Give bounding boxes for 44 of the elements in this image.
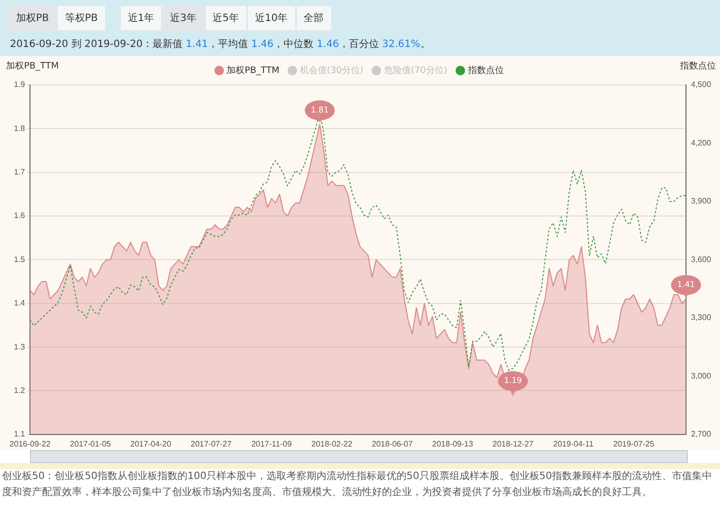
y-tick-label: 1.1 bbox=[14, 430, 26, 439]
text: 近1年 bbox=[120, 5, 162, 31]
annotation: 1.19 bbox=[504, 376, 522, 386]
text: 加权PB bbox=[8, 5, 57, 31]
legend-label: 指数点位 bbox=[466, 64, 504, 76]
x-tick-label: 2017-01-05 bbox=[70, 439, 112, 448]
y-tick-label: 1.4 bbox=[14, 298, 26, 308]
y2-axis-title: 指数点位 bbox=[679, 60, 716, 72]
y2-tick-label: 2,700 bbox=[691, 430, 712, 439]
x-tick-label: 2018-12-27 bbox=[492, 439, 534, 448]
y-tick-label: 1.3 bbox=[14, 342, 26, 352]
x-tick-label: 2018-09-13 bbox=[432, 439, 474, 448]
text: 创业板50：创业板50指数从创业板指数的100只样本股中，选取考察期内流动性指标最优的50只股票组成样本股。创业板50指数兼顾样本股的流动性、市值集中度和资产配置效率，样本股公司集中了创业板市场内知名度高、市值规模大、流动性好的企业，为投资者提供了分享创业板市场高成长的良好工具。 bbox=[2, 470, 713, 500]
y-tick-label: 1.7 bbox=[14, 168, 26, 177]
text: 近10年 bbox=[246, 5, 296, 31]
y-tick-label: 1.5 bbox=[14, 254, 26, 264]
x-tick-label: 2019-07-25 bbox=[613, 439, 655, 448]
y-tick-label: 1.6 bbox=[14, 211, 26, 220]
text: 近5年 bbox=[204, 5, 247, 31]
y2-tick-label: 4,200 bbox=[691, 138, 712, 148]
x-tick-label: 2018-02-22 bbox=[311, 439, 353, 448]
x-tick-label: 2016-09-22 bbox=[10, 439, 52, 448]
x-tick-label: 2017-04-20 bbox=[130, 439, 172, 448]
y2-tick-label: 4,500 bbox=[691, 80, 712, 90]
x-tick-label: 2019-04-11 bbox=[553, 439, 594, 448]
y-axis-title: 加权PB_TTM bbox=[6, 60, 59, 72]
annotation: 1.41 bbox=[677, 280, 695, 290]
y2-tick-label: 3,000 bbox=[691, 371, 712, 380]
text: 近3年 bbox=[162, 5, 205, 31]
text: 全部 bbox=[296, 5, 332, 31]
chart-title: 2016-09-20 到 2019-09-20：最新值 1.41，平均值 1.46，中位数 1.46，百分位 32.61%。 bbox=[10, 39, 430, 50]
y-tick-label: 1.2 bbox=[14, 386, 26, 395]
legend-label: 危险值(70分位) bbox=[384, 64, 448, 76]
text: 等权PB bbox=[56, 5, 106, 31]
y2-tick-label: 3,600 bbox=[691, 254, 712, 264]
x-tick-label: 2017-11-09 bbox=[251, 439, 292, 448]
x-tick-label: 2018-06-07 bbox=[372, 439, 414, 448]
legend-label: 机会值(30分位) bbox=[300, 64, 364, 76]
y-tick-label: 1.9 bbox=[14, 80, 26, 90]
y2-tick-label: 3,300 bbox=[691, 313, 712, 322]
x-tick-label: 2017-07-27 bbox=[190, 439, 232, 448]
y2-tick-label: 3,900 bbox=[691, 196, 712, 206]
legend-label: 加权PB_TTM bbox=[226, 64, 280, 76]
y-tick-label: 1.8 bbox=[14, 124, 26, 133]
